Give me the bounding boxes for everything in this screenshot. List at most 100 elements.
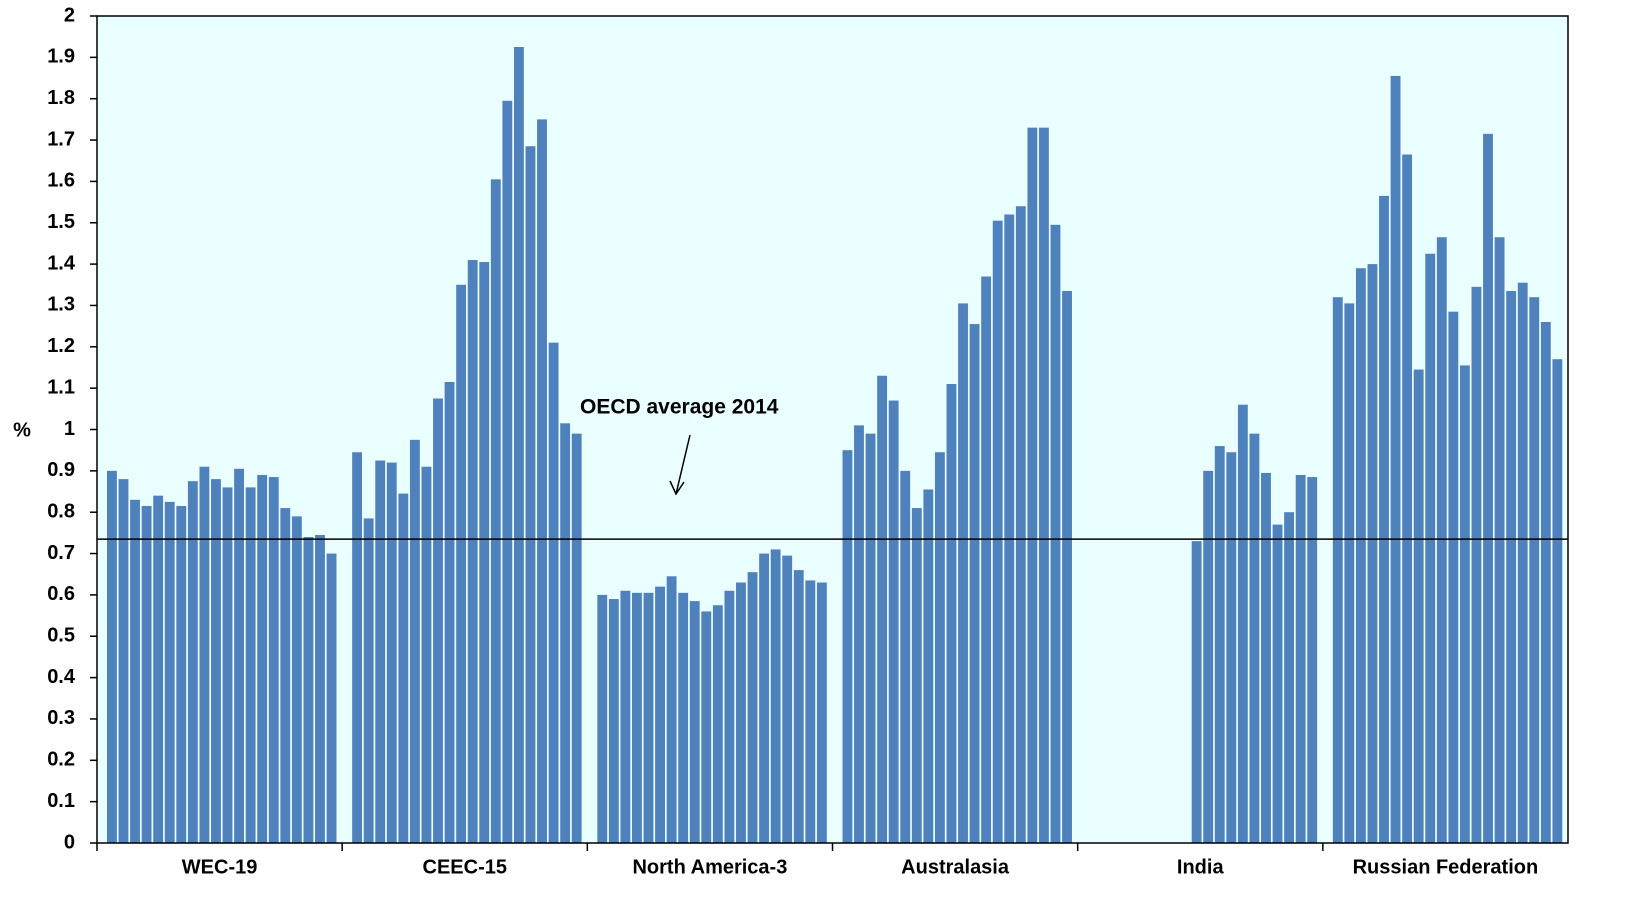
- bar: [291, 516, 302, 843]
- bar: [608, 599, 619, 843]
- bar: [1004, 214, 1015, 844]
- bar: [854, 425, 864, 843]
- bar: [1494, 237, 1505, 843]
- x-tick-label: WEC-19: [182, 856, 258, 878]
- bar: [678, 592, 689, 843]
- bar: [268, 477, 279, 843]
- bar: [736, 582, 746, 843]
- bar: [211, 479, 221, 843]
- y-tick-label: 0.1: [47, 790, 75, 812]
- bar: [992, 220, 1003, 843]
- bar: [923, 489, 934, 843]
- y-tick-label: 0.2: [47, 749, 75, 771]
- annotation-arrowhead: [669, 480, 685, 496]
- bar: [1344, 303, 1355, 843]
- bar: [1214, 446, 1225, 843]
- bar: [525, 146, 536, 843]
- bar: [467, 259, 478, 844]
- bar: [911, 508, 922, 843]
- bar: [1249, 433, 1260, 843]
- bar: [352, 452, 363, 843]
- bar: [655, 586, 665, 843]
- bar: [560, 423, 571, 843]
- bar: [118, 479, 129, 843]
- bar: [1390, 75, 1401, 843]
- bar: [712, 605, 723, 843]
- x-tick-label: Russian Federation: [1353, 856, 1539, 878]
- bar: [107, 470, 117, 843]
- bar: [816, 582, 827, 843]
- bar: [315, 534, 325, 843]
- y-tick-label: 1.6: [47, 170, 75, 192]
- bar: [1038, 127, 1049, 843]
- bar: [1552, 359, 1563, 843]
- bar: [1272, 524, 1283, 843]
- bar: [502, 100, 513, 843]
- y-tick-label: 1.5: [47, 211, 75, 233]
- bar: [1540, 321, 1551, 843]
- bar: [199, 466, 210, 843]
- bar: [701, 611, 712, 843]
- bar: [398, 493, 409, 843]
- x-tick-label: CEEC-15: [423, 856, 507, 878]
- bar: [1529, 297, 1540, 843]
- bar: [981, 276, 992, 843]
- y-tick-label: 0.9: [47, 459, 75, 481]
- bar: [1015, 206, 1026, 843]
- y-tick-label: 2: [64, 4, 75, 26]
- bar: [643, 592, 654, 843]
- bar: [934, 452, 945, 843]
- bar: [597, 594, 608, 843]
- bar: [1027, 127, 1038, 843]
- y-tick-label: 1.3: [47, 294, 75, 316]
- bar: [490, 179, 501, 843]
- bar: [900, 470, 911, 843]
- bar: [1506, 290, 1517, 843]
- y-tick-label: 0: [64, 831, 75, 853]
- bar: [1425, 253, 1436, 843]
- bar: [759, 553, 770, 843]
- annotation: OECD average 2014: [580, 396, 779, 419]
- bar: [245, 487, 256, 843]
- bar: [187, 481, 198, 843]
- bar: [1402, 154, 1413, 843]
- bar: [257, 474, 268, 843]
- bar: [1471, 286, 1482, 843]
- bar: [1261, 472, 1271, 843]
- bar: [666, 576, 677, 843]
- bar: [176, 505, 187, 843]
- bar: [1226, 452, 1237, 843]
- bar: [548, 342, 559, 843]
- bar: [1237, 404, 1248, 843]
- y-tick-label: 1: [64, 418, 75, 440]
- bar: [280, 508, 291, 843]
- bar: [1367, 264, 1378, 844]
- bar: [153, 495, 164, 843]
- bar: [1413, 369, 1424, 843]
- annotation-arrow: [675, 434, 691, 495]
- bar: [689, 601, 700, 843]
- bar: [1355, 268, 1366, 843]
- y-tick-label: 1.7: [47, 128, 75, 150]
- bar: [409, 439, 420, 843]
- bar: [1332, 297, 1343, 843]
- bar: [1050, 224, 1061, 843]
- bar: [513, 47, 524, 843]
- bar: [303, 537, 314, 843]
- y-tick-label: 0.8: [47, 500, 75, 522]
- bar: [1517, 282, 1528, 843]
- bar: [877, 375, 888, 843]
- bar: [782, 555, 793, 843]
- bar: [620, 590, 631, 843]
- bar: [444, 381, 455, 843]
- bar: [805, 580, 816, 843]
- y-tick-label: 1.9: [47, 46, 75, 68]
- bar: [479, 262, 490, 844]
- bar: [421, 466, 432, 843]
- bar: [1191, 541, 1202, 843]
- bar: [770, 549, 781, 843]
- bar: [234, 468, 244, 843]
- bar: [386, 462, 397, 843]
- bar: [1459, 365, 1470, 843]
